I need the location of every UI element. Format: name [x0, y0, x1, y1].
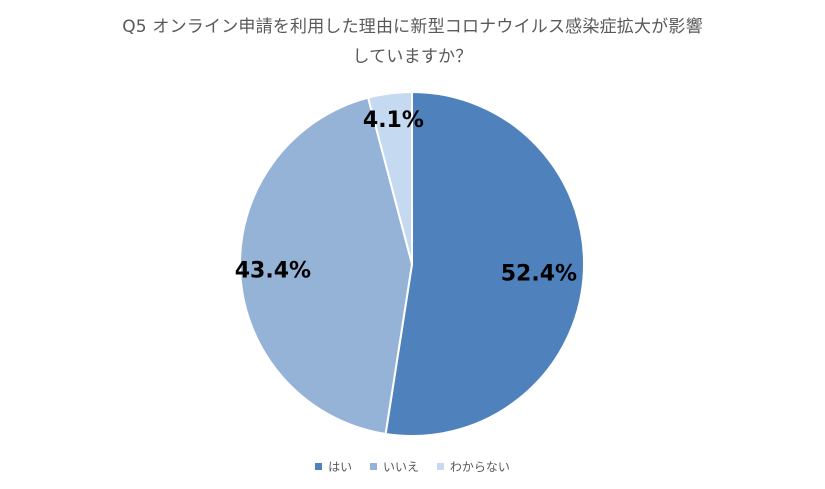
legend-swatch-no	[369, 463, 377, 470]
chart-title: Q5 オンライン申請を利用した理由に新型コロナウイルス感染症拡大が影響 していま…	[0, 12, 825, 72]
pie-slice-yes	[384, 90, 585, 437]
data-label-unknown: 4.1%	[363, 108, 424, 133]
legend-item-unknown: わからない	[436, 458, 510, 475]
legend-swatch-yes	[315, 463, 323, 470]
data-label-no: 43.4%	[235, 259, 311, 284]
legend-label-yes: はい	[328, 460, 353, 474]
pie-slices	[239, 90, 585, 437]
chart-title-line-2: していますか？	[352, 47, 473, 67]
legend-label-no: いいえ	[382, 460, 419, 474]
pie-slice-unknown	[366, 90, 413, 265]
legend-item-yes: はい	[315, 458, 352, 475]
legend-swatch-unknown	[436, 463, 444, 470]
legend: はい いいえ わからない	[0, 458, 825, 475]
pie-data-labels: 52.4% 43.4% 4.1%	[235, 108, 577, 286]
legend-label-unknown: わからない	[449, 460, 510, 474]
chart-title-line-1: Q5 オンライン申請を利用した理由に新型コロナウイルス感染症拡大が影響	[122, 17, 703, 37]
data-label-yes: 52.4%	[501, 261, 577, 286]
legend-item-no: いいえ	[369, 458, 419, 475]
pie-slice-no	[239, 96, 414, 436]
